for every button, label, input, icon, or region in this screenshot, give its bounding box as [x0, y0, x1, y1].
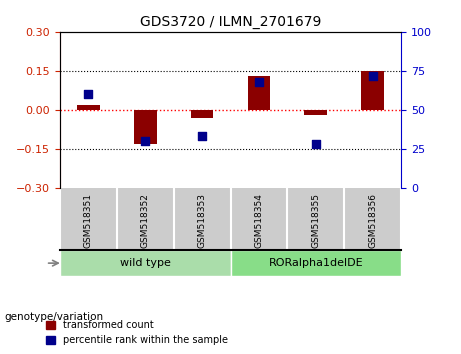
- Bar: [134, 110, 157, 144]
- Bar: [248, 76, 270, 110]
- Text: genotype/variation: genotype/variation: [5, 312, 104, 322]
- Text: GSM518352: GSM518352: [141, 193, 150, 248]
- Text: wild type: wild type: [120, 258, 171, 268]
- Bar: [361, 71, 384, 110]
- Bar: [77, 105, 100, 110]
- Bar: [304, 110, 327, 115]
- Point: [312, 141, 319, 147]
- Bar: [191, 110, 213, 118]
- Point: [369, 73, 376, 78]
- Legend: transformed count, percentile rank within the sample: transformed count, percentile rank withi…: [42, 316, 232, 349]
- Text: GSM518354: GSM518354: [254, 193, 263, 248]
- FancyBboxPatch shape: [230, 250, 401, 276]
- Point: [142, 138, 149, 144]
- Title: GDS3720 / ILMN_2701679: GDS3720 / ILMN_2701679: [140, 16, 321, 29]
- Point: [85, 91, 92, 97]
- Point: [198, 133, 206, 139]
- FancyBboxPatch shape: [60, 250, 230, 276]
- Point: [255, 79, 263, 85]
- Text: GSM518351: GSM518351: [84, 193, 93, 248]
- Text: GSM518356: GSM518356: [368, 193, 377, 248]
- Text: GSM518353: GSM518353: [198, 193, 207, 248]
- Text: RORalpha1delDE: RORalpha1delDE: [268, 258, 363, 268]
- Text: GSM518355: GSM518355: [311, 193, 320, 248]
